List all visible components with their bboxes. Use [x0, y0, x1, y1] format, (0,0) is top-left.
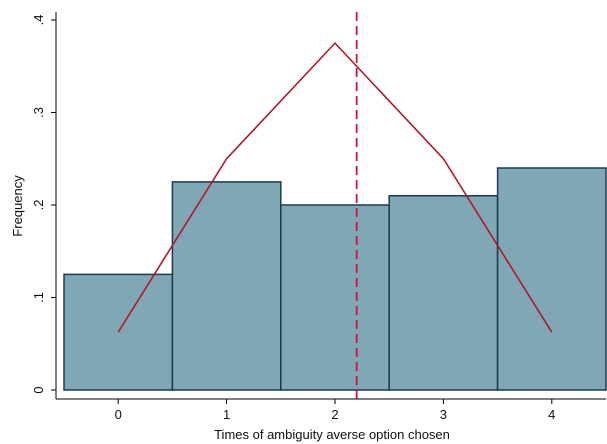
y-axis-title: Frequency	[10, 175, 25, 237]
y-axis: 0 .1 .2 .3 .4	[31, 12, 57, 399]
x-tick-label: 2	[331, 407, 338, 422]
bars-layer	[63, 167, 607, 391]
binomial-line	[117, 41, 553, 333]
y-tick-label: 0	[31, 386, 46, 393]
binomial-line-layer	[117, 41, 553, 333]
x-tick-label: 3	[440, 407, 447, 422]
bar-2	[280, 204, 390, 391]
x-axis: 0 1 2 3 4	[56, 398, 606, 422]
y-tick-label: .4	[31, 15, 46, 26]
x-tick-label: 0	[115, 407, 122, 422]
bar-3	[388, 195, 499, 391]
x-tick-label: 1	[223, 407, 230, 422]
y-tick-label: .1	[31, 292, 46, 303]
x-axis-title: Times of ambiguity averse option chosen	[214, 427, 450, 442]
bar-1	[171, 181, 282, 391]
bar-4	[496, 167, 607, 391]
x-tick-label: 4	[548, 407, 555, 422]
y-tick-label: .3	[31, 107, 46, 118]
y-tick-label: .2	[31, 200, 46, 211]
